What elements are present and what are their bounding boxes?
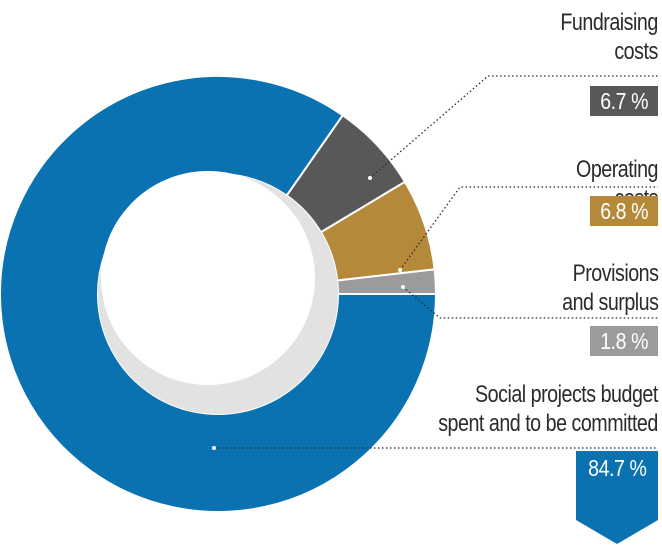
label-social-line1: Social projects budget bbox=[475, 381, 658, 408]
badge-fundraising: 6.7 % bbox=[590, 86, 658, 116]
badge-operating: 6.8 % bbox=[590, 196, 658, 226]
anchor-provisions bbox=[401, 285, 405, 289]
badge-social: 84.7 % bbox=[576, 453, 658, 483]
donut-hole bbox=[101, 171, 315, 385]
label-operating-line1: Operating bbox=[576, 156, 658, 183]
label-fundraising-line1: Fundraising bbox=[560, 9, 659, 36]
anchor-fundraising bbox=[368, 176, 372, 180]
anchor-social bbox=[212, 446, 216, 450]
anchor-operating bbox=[398, 268, 402, 272]
badge-provisions: 1.8 % bbox=[590, 326, 658, 356]
label-provisions: Provisions and surplus bbox=[561, 259, 659, 317]
badge-operating-value: 6.8 % bbox=[600, 198, 648, 224]
leader-fundraising bbox=[369, 75, 658, 179]
leader-provisions bbox=[402, 286, 658, 319]
label-provisions-line1: Provisions bbox=[572, 260, 658, 287]
badge-social-arrow bbox=[576, 451, 658, 544]
label-fundraising: Fundraising costs bbox=[560, 8, 659, 66]
badge-social-value: 84.7 % bbox=[587, 455, 647, 481]
label-social: Social projects budget spent and to be c… bbox=[438, 380, 658, 438]
label-fundraising-line2: costs bbox=[614, 38, 659, 65]
label-provisions-line2: and surplus bbox=[561, 289, 659, 316]
label-social-line2: spent and to be committed bbox=[438, 410, 658, 437]
badge-provisions-value: 1.8 % bbox=[600, 328, 648, 354]
badge-fundraising-value: 6.7 % bbox=[600, 88, 648, 114]
